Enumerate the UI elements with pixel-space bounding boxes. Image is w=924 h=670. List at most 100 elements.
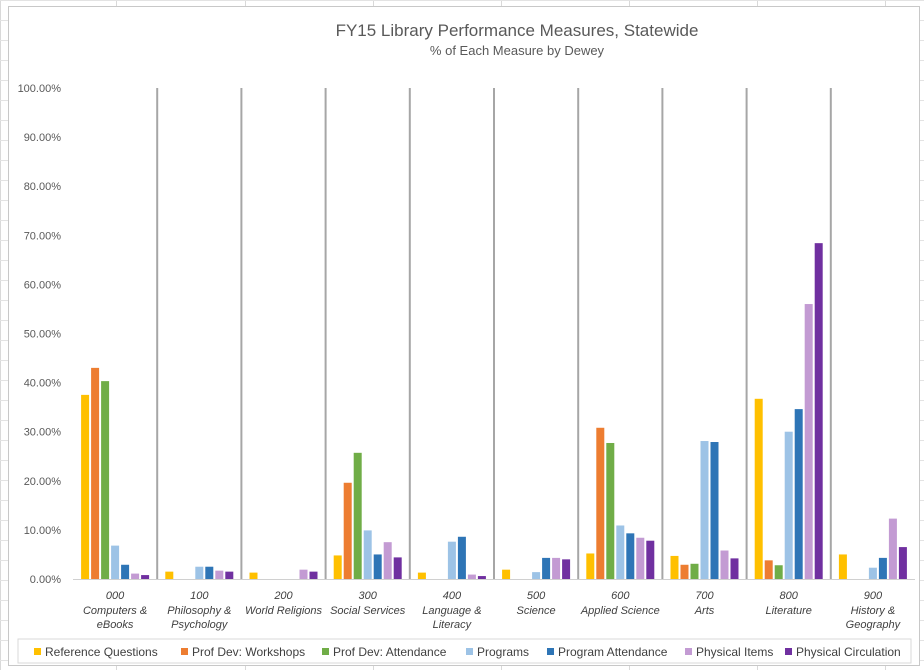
bar-300-physical-circulation[interactable] [393,557,402,579]
bar-600-program-attendance[interactable] [626,533,635,579]
bar-600-prof-dev-workshops[interactable] [596,427,605,579]
bar-700-physical-items[interactable] [720,550,729,579]
bar-200-reference-questions[interactable] [249,572,258,579]
x-category-label: 900 [864,590,883,602]
x-category-label: 000 [106,590,125,602]
bar-800-programs[interactable] [784,431,793,579]
bar-400-physical-circulation[interactable] [477,576,486,579]
x-category-name: History & [851,605,896,617]
bar-900-program-attendance[interactable] [878,557,887,579]
legend-swatch [181,648,188,655]
chart-subtitle: % of Each Measure by Dewey [430,43,605,58]
bar-100-physical-circulation[interactable] [225,571,234,579]
y-tick-label: 0.00% [30,574,61,586]
bar-700-physical-circulation[interactable] [730,558,739,579]
bar-000-program-attendance[interactable] [121,564,130,579]
chart-title: FY15 Library Performance Measures, State… [336,21,699,40]
y-tick-label: 50.00% [24,329,62,341]
legend-label[interactable]: Prof Dev: Workshops [192,645,305,659]
bar-300-physical-items[interactable] [383,542,392,579]
legend-swatch [547,648,554,655]
legend-box [17,638,912,664]
bar-600-physical-items[interactable] [636,537,645,579]
y-tick-label: 90.00% [24,132,62,144]
x-category-name: eBooks [97,619,134,631]
bar-500-program-attendance[interactable] [542,557,551,579]
bar-600-physical-circulation[interactable] [646,540,655,579]
bar-800-physical-circulation[interactable] [814,243,823,579]
bar-000-programs[interactable] [111,545,120,579]
bar-series-group [81,243,907,579]
bar-900-reference-questions[interactable] [838,554,847,579]
bar-600-reference-questions[interactable] [586,553,595,579]
bar-200-physical-items[interactable] [299,569,308,579]
category-separators [73,88,915,580]
chart-area[interactable]: FY15 Library Performance Measures, State… [8,6,920,666]
bar-000-physical-items[interactable] [131,573,140,579]
bar-900-physical-items[interactable] [888,518,897,579]
bar-300-reference-questions[interactable] [333,555,342,579]
bar-000-physical-circulation[interactable] [141,575,150,579]
bar-800-reference-questions[interactable] [754,398,763,579]
bar-400-programs[interactable] [447,541,456,579]
legend-swatch [785,648,792,655]
bar-500-programs[interactable] [532,572,541,579]
bar-700-program-attendance[interactable] [710,442,719,579]
bar-700-programs[interactable] [700,441,709,579]
legend-label[interactable]: Programs [477,645,529,659]
bar-100-program-attendance[interactable] [205,566,214,579]
x-category-name: Literacy [433,619,473,631]
bar-700-prof-dev-workshops[interactable] [680,564,689,579]
bar-100-reference-questions[interactable] [165,571,174,579]
legend-label[interactable]: Program Attendance [558,645,668,659]
bar-600-programs[interactable] [616,525,625,579]
bar-800-prof-dev-workshops[interactable] [764,560,773,579]
x-category-name: Geography [846,619,902,631]
bar-800-physical-items[interactable] [804,304,813,579]
bar-100-programs[interactable] [195,566,204,579]
y-tick-label: 80.00% [24,181,62,193]
y-axis: 0.00% 10.00% 20.00% 30.00% 40.00% 50.00% 60.00… [18,83,62,586]
legend[interactable]: Reference Questions Prof Dev: Workshops Pr… [17,638,912,664]
legend-label[interactable]: Prof Dev: Attendance [333,645,447,659]
x-axis: 000 Computers & eBooks 100 Philosophy & Psych… [83,590,902,631]
bar-900-physical-circulation[interactable] [898,547,907,579]
bar-500-physical-circulation[interactable] [562,559,571,579]
legend-swatch [34,648,41,655]
bar-000-reference-questions[interactable] [81,394,90,579]
y-tick-label: 20.00% [24,476,62,488]
bar-700-prof-dev-attendance[interactable] [690,563,699,579]
bar-600-prof-dev-attendance[interactable] [606,442,615,579]
x-category-label: 100 [190,590,209,602]
bar-400-physical-items[interactable] [467,574,476,579]
bar-800-prof-dev-attendance[interactable] [774,565,783,579]
x-category-name: Literature [765,605,811,617]
bar-300-prof-dev-attendance[interactable] [353,452,362,579]
x-category-name: Computers & [83,605,147,617]
legend-swatch [322,648,329,655]
bar-100-physical-items[interactable] [215,570,224,579]
bar-300-program-attendance[interactable] [373,554,382,579]
bar-300-prof-dev-workshops[interactable] [343,482,352,579]
bar-300-programs[interactable] [363,530,372,579]
legend-label[interactable]: Physical Items [696,645,773,659]
bar-700-reference-questions[interactable] [670,555,679,579]
bar-000-prof-dev-workshops[interactable] [91,367,100,579]
bar-400-program-attendance[interactable] [457,536,466,579]
legend-label[interactable]: Reference Questions [45,645,158,659]
x-category-name: Arts [694,605,715,617]
bar-200-physical-circulation[interactable] [309,571,318,579]
y-tick-label: 10.00% [24,525,62,537]
legend-label[interactable]: Physical Circulation [796,645,901,659]
y-tick-label: 100.00% [18,83,62,95]
x-category-name: World Religions [245,605,323,617]
x-category-label: 600 [611,590,630,602]
x-category-name: Psychology [171,619,229,631]
bar-900-programs[interactable] [868,567,877,579]
bar-500-physical-items[interactable] [552,557,561,579]
bar-000-prof-dev-attendance[interactable] [101,381,110,579]
bar-500-reference-questions[interactable] [502,569,511,579]
bar-800-program-attendance[interactable] [794,409,803,579]
bar-400-reference-questions[interactable] [417,572,426,579]
x-category-label: 500 [527,590,546,602]
